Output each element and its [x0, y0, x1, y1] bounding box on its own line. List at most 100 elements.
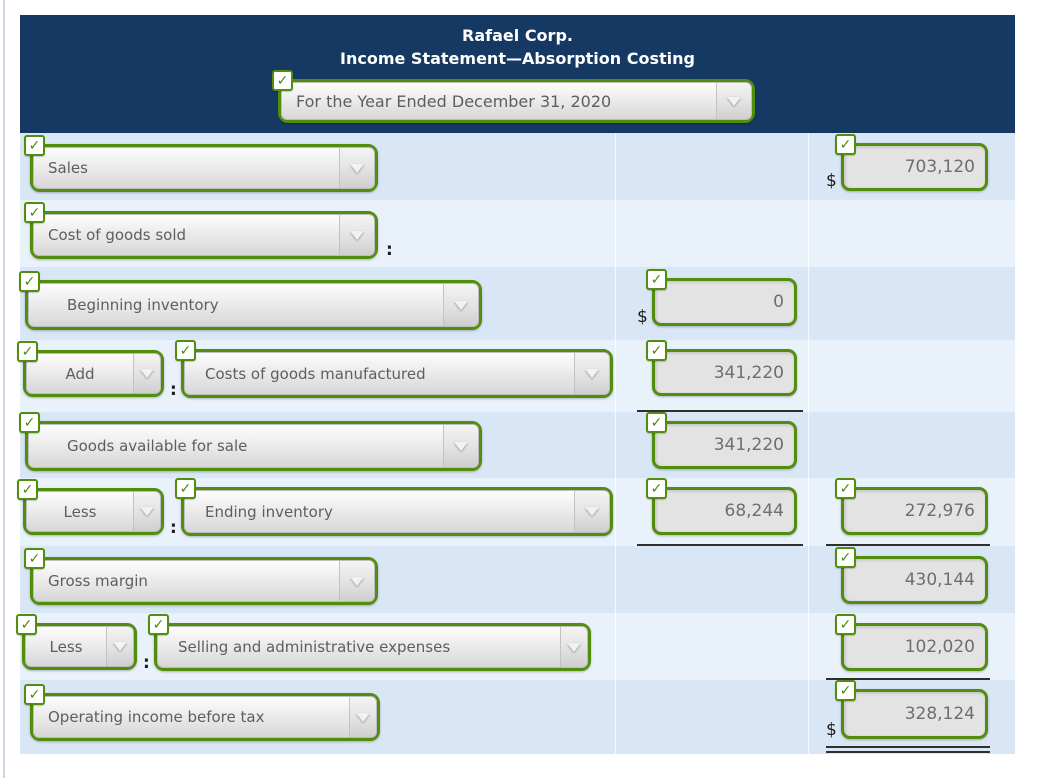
gross-margin-select-value: Gross margin: [33, 560, 339, 602]
beginning-inventory-amount-value[interactable]: [655, 281, 794, 323]
selling-admin-select-value: Selling and administrative expenses: [157, 626, 560, 668]
row-goods-available: ✓ Goods available for sale ✓: [19, 412, 1015, 478]
correct-checkmark-icon: ✓: [17, 341, 38, 362]
dollar-sign: $: [637, 307, 648, 327]
correct-checkmark-icon: ✓: [175, 478, 196, 499]
chevron-down-icon: [133, 353, 161, 394]
ending-inventory-amount-value[interactable]: [655, 490, 794, 532]
correct-checkmark-icon: ✓: [175, 340, 196, 361]
chevron-down-icon: [574, 352, 610, 395]
correct-checkmark-icon: ✓: [646, 478, 667, 499]
beginning-inventory-select[interactable]: ✓ Beginning inventory: [19, 271, 482, 330]
goods-available-amount-input[interactable]: ✓: [646, 412, 797, 469]
less-prefix-select-2[interactable]: ✓ Less: [16, 614, 137, 670]
sales-amount-input[interactable]: ✓: [835, 134, 988, 191]
row-costs-of-goods-manufactured: ✓ Add : ✓ Costs of goods manufactured ✓: [17, 340, 1015, 412]
cogm-amount-value[interactable]: [655, 352, 794, 393]
ending-inventory-amount-input[interactable]: ✓: [646, 478, 797, 535]
chevron-down-icon: [560, 626, 588, 668]
operating-income-amount-value[interactable]: [844, 692, 985, 736]
goods-available-amount-value[interactable]: [655, 424, 794, 466]
operating-income-select-value: Operating income before tax: [33, 696, 349, 738]
subtotal-rule: [637, 544, 803, 546]
chevron-down-icon: [339, 147, 375, 189]
chevron-down-icon: [574, 490, 610, 533]
correct-checkmark-icon: ✓: [835, 614, 856, 635]
row-ending-inventory: ✓ Less : ✓ Ending inventory ✓ ✓: [17, 478, 1015, 546]
add-prefix-select-value: Add: [26, 353, 133, 394]
selling-admin-amount-value[interactable]: [844, 626, 985, 668]
company-name: Rafael Corp.: [462, 26, 573, 45]
cogs-select-value: Cost of goods sold: [33, 214, 339, 256]
statement-rows: ✓ Sales $ ✓ ✓ Cost of goods sold :: [16, 133, 1015, 754]
beginning-inventory-amount-input[interactable]: ✓: [646, 269, 797, 326]
cogm-select[interactable]: ✓ Costs of goods manufactured: [175, 340, 613, 398]
correct-checkmark-icon: ✓: [24, 548, 45, 569]
colon-symbol: :: [143, 653, 150, 673]
period-select-value: For the Year Ended December 31, 2020: [281, 82, 716, 120]
gross-margin-amount-value[interactable]: [844, 559, 985, 601]
cogm-amount-input[interactable]: ✓: [646, 340, 797, 396]
sales-select[interactable]: ✓ Sales: [24, 135, 378, 192]
operating-income-amount-input[interactable]: ✓: [835, 680, 988, 739]
selling-admin-amount-input[interactable]: ✓: [835, 614, 988, 671]
chevron-down-icon: [443, 283, 479, 327]
subtotal-rule: [826, 678, 990, 680]
row-beginning-inventory: ✓ Beginning inventory $ ✓: [19, 267, 1015, 340]
correct-checkmark-icon: ✓: [835, 478, 856, 499]
chevron-down-icon: [133, 491, 161, 532]
correct-checkmark-icon: ✓: [19, 271, 40, 292]
ending-inventory-select-value: Ending inventory: [184, 490, 574, 533]
correct-checkmark-icon: ✓: [148, 614, 169, 635]
selling-admin-select[interactable]: ✓ Selling and administrative expenses: [148, 614, 591, 671]
chevron-down-icon: [349, 696, 377, 738]
chevron-down-icon: [443, 424, 479, 468]
subtotal-rule: [826, 544, 990, 546]
subtotal-rule: [637, 410, 803, 412]
row-operating-income: ✓ Operating income before tax $ ✓: [20, 680, 1015, 754]
correct-checkmark-icon: ✓: [19, 412, 40, 433]
cogs-total-amount-value[interactable]: [844, 490, 985, 532]
chevron-down-icon: [339, 560, 375, 602]
dollar-sign: $: [826, 720, 837, 740]
row-selling-admin: ✓ Less : ✓ Selling and administrative ex…: [16, 613, 1015, 680]
ending-inventory-select[interactable]: ✓ Ending inventory: [175, 478, 613, 536]
operating-income-select[interactable]: ✓ Operating income before tax: [24, 684, 380, 741]
chevron-down-icon: [339, 214, 375, 256]
statement-header: Rafael Corp. Income Statement—Absorption…: [20, 15, 1015, 133]
column-separator: [615, 133, 616, 754]
correct-checkmark-icon: ✓: [24, 135, 45, 156]
correct-checkmark-icon: ✓: [272, 70, 293, 91]
gross-margin-amount-input[interactable]: ✓: [835, 547, 988, 604]
correct-checkmark-icon: ✓: [835, 547, 856, 568]
sales-select-value: Sales: [33, 147, 339, 189]
correct-checkmark-icon: ✓: [16, 614, 37, 635]
colon-symbol: :: [170, 380, 177, 400]
less-prefix-select-2-value: Less: [25, 626, 106, 667]
chevron-down-icon: [716, 82, 752, 120]
correct-checkmark-icon: ✓: [24, 202, 45, 223]
page-left-rule: [3, 0, 5, 778]
colon-symbol: :: [386, 240, 393, 260]
statement-title: Income Statement—Absorption Costing: [340, 49, 695, 68]
dollar-sign: $: [826, 171, 837, 191]
correct-checkmark-icon: ✓: [835, 134, 856, 155]
add-prefix-select[interactable]: ✓ Add: [17, 341, 164, 397]
sales-amount-value[interactable]: [844, 146, 985, 188]
row-sales: ✓ Sales $ ✓: [20, 133, 1015, 200]
goods-available-select-value: Goods available for sale: [28, 424, 443, 468]
less-prefix-select[interactable]: ✓ Less: [17, 479, 164, 535]
row-gross-margin: ✓ Gross margin ✓: [20, 546, 1015, 613]
period-select[interactable]: ✓ For the Year Ended December 31, 2020: [272, 70, 755, 123]
cogs-total-amount-input[interactable]: ✓: [835, 478, 988, 535]
correct-checkmark-icon: ✓: [646, 269, 667, 290]
colon-symbol: :: [170, 518, 177, 538]
cogm-select-value: Costs of goods manufactured: [184, 352, 574, 395]
goods-available-select[interactable]: ✓ Goods available for sale: [19, 412, 482, 471]
correct-checkmark-icon: ✓: [835, 680, 856, 701]
cogs-select[interactable]: ✓ Cost of goods sold: [24, 202, 378, 259]
column-separator: [808, 133, 809, 754]
gross-margin-select[interactable]: ✓ Gross margin: [24, 548, 378, 605]
correct-checkmark-icon: ✓: [646, 340, 667, 361]
